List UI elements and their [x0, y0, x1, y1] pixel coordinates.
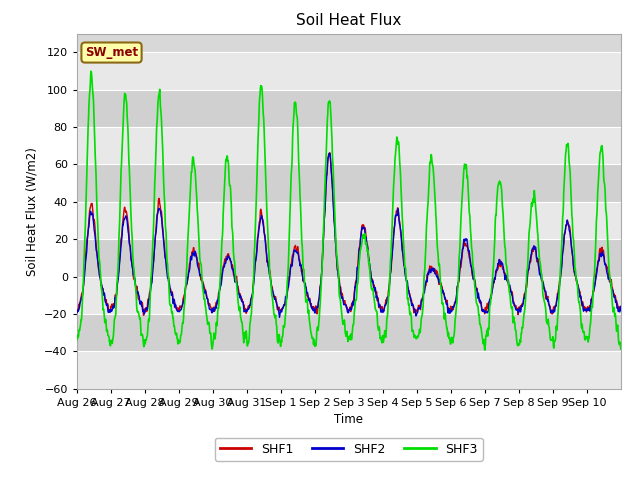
SHF3 [611, 309, 618, 315]
Text: SW_met: SW_met [85, 46, 138, 59]
Line: SHF1: SHF1 [77, 153, 621, 315]
SHF2 [611, 294, 618, 300]
SHF1 [557, 265, 565, 271]
Bar [77, 202, 621, 239]
SHF1 [324, 152, 332, 158]
SHF1 [617, 305, 625, 311]
SHF3 [477, 325, 485, 331]
SHF2 [324, 155, 332, 160]
Title: Soil Heat Flux: Soil Heat Flux [296, 13, 401, 28]
SHF1 [73, 307, 81, 312]
Line: SHF2: SHF2 [77, 153, 621, 317]
SHF2 [335, 278, 343, 284]
SHF3 [158, 136, 166, 142]
Bar [77, 90, 621, 127]
SHF1 [611, 292, 618, 298]
Bar [77, 239, 621, 276]
SHF1 [335, 275, 343, 281]
SHF3 [557, 253, 565, 259]
Bar [77, 351, 621, 389]
SHF2 [326, 150, 333, 156]
SHF3 [617, 346, 625, 352]
SHF2 [617, 307, 625, 313]
SHF2 [158, 218, 166, 224]
SHF3 [481, 347, 488, 353]
SHF1 [326, 150, 333, 156]
SHF2 [276, 314, 284, 320]
SHF3 [335, 276, 342, 282]
Bar [77, 276, 621, 314]
SHF2 [557, 268, 565, 274]
SHF1 [140, 312, 148, 318]
Bar [77, 314, 621, 351]
Y-axis label: Soil Heat Flux (W/m2): Soil Heat Flux (W/m2) [26, 147, 38, 276]
Line: SHF3: SHF3 [77, 71, 621, 350]
Bar [77, 127, 621, 165]
SHF3 [324, 99, 332, 105]
Bar [77, 52, 621, 90]
Bar [77, 165, 621, 202]
SHF1 [477, 303, 485, 309]
SHF1 [158, 219, 166, 225]
SHF3 [73, 336, 81, 342]
SHF2 [477, 305, 485, 311]
SHF2 [73, 309, 81, 315]
X-axis label: Time: Time [334, 413, 364, 426]
Legend: SHF1, SHF2, SHF3: SHF1, SHF2, SHF3 [214, 438, 483, 461]
SHF3 [87, 68, 95, 74]
